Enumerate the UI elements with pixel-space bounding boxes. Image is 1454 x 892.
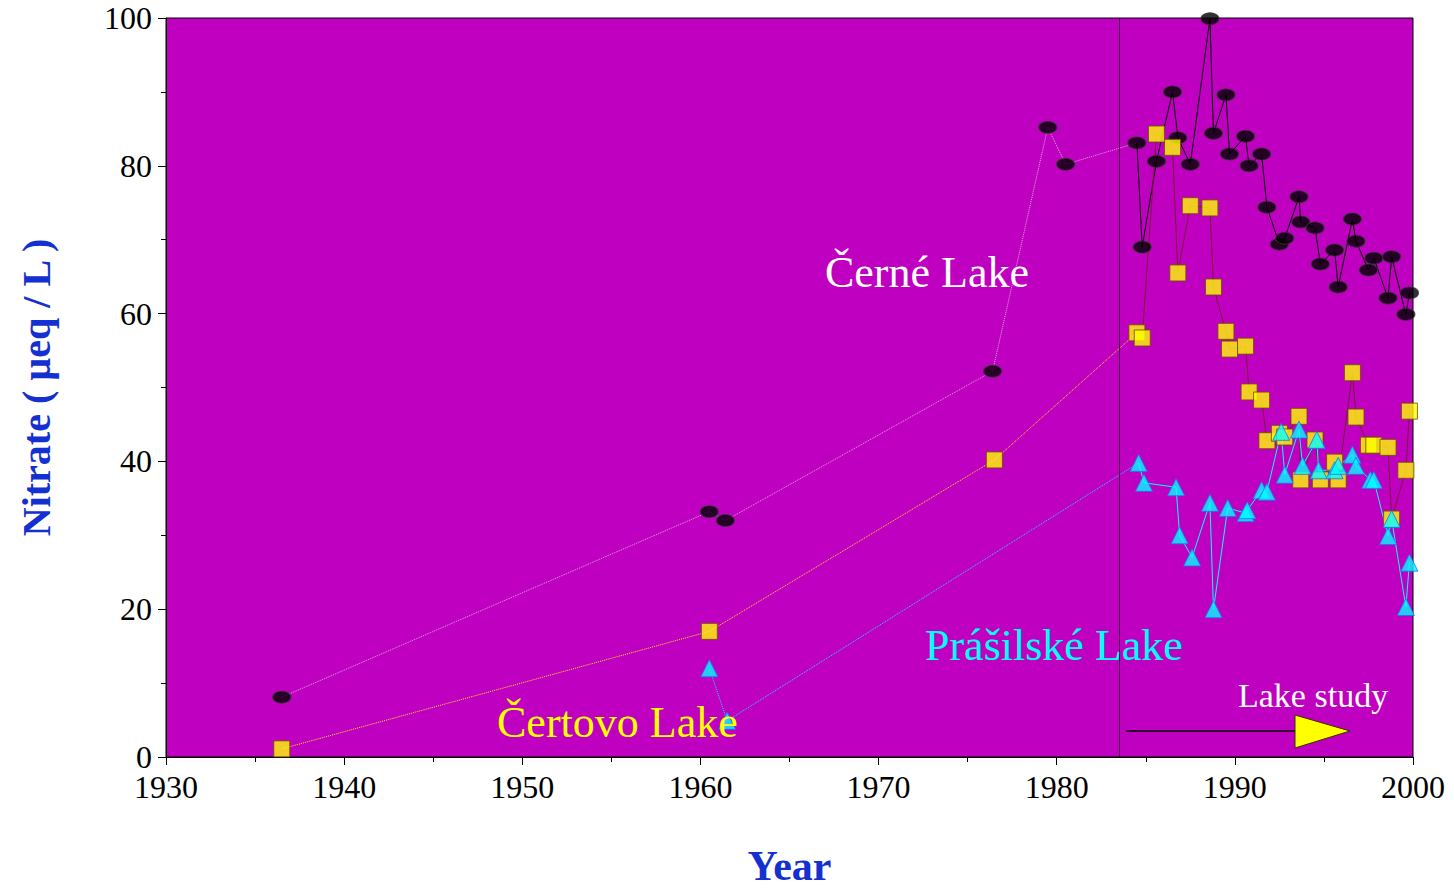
svg-text:Lake study: Lake study (1238, 677, 1388, 714)
svg-text:1940: 1940 (312, 769, 376, 805)
svg-text:80: 80 (120, 148, 152, 184)
svg-text:1960: 1960 (668, 769, 732, 805)
svg-text:Year: Year (748, 843, 832, 889)
svg-text:Nitrate ( µeq / L ): Nitrate ( µeq / L ) (14, 239, 59, 536)
svg-text:0: 0 (136, 739, 152, 775)
svg-text:2000: 2000 (1381, 769, 1445, 805)
svg-text:60: 60 (120, 296, 152, 332)
svg-text:100: 100 (104, 0, 152, 36)
svg-text:Černé Lake: Černé Lake (825, 248, 1029, 297)
svg-text:Čertovo Lake: Čertovo Lake (497, 698, 738, 747)
svg-text:1950: 1950 (490, 769, 554, 805)
svg-text:1930: 1930 (134, 769, 198, 805)
svg-text:Prášilské Lake: Prášilské Lake (925, 621, 1183, 670)
svg-text:1990: 1990 (1203, 769, 1267, 805)
svg-text:40: 40 (120, 443, 152, 479)
svg-text:1980: 1980 (1025, 769, 1089, 805)
svg-text:1970: 1970 (847, 769, 911, 805)
svg-text:20: 20 (120, 591, 152, 627)
